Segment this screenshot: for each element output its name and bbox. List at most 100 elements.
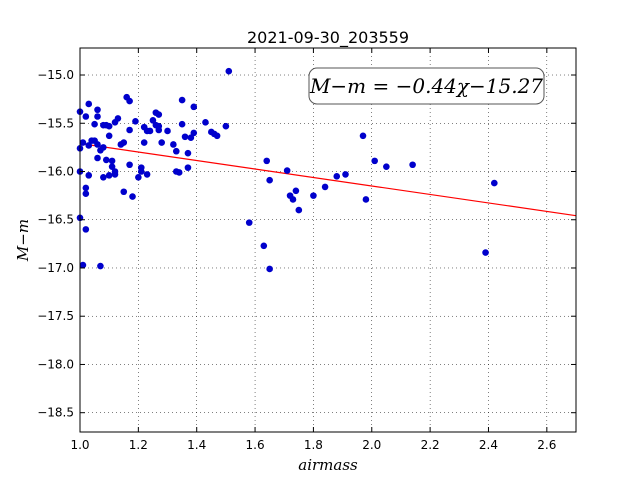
data-point [491, 179, 498, 187]
y-tick-label: −16.0 [37, 164, 74, 178]
data-point [342, 171, 349, 178]
x-tick-label: 2.2 [421, 438, 440, 452]
data-point [85, 172, 93, 179]
data-points [76, 67, 498, 273]
data-point [164, 127, 171, 135]
x-tick-label: 1.2 [129, 438, 148, 452]
data-point [263, 157, 271, 165]
data-point [170, 141, 177, 148]
data-point [295, 206, 303, 214]
data-point [266, 176, 273, 184]
data-point [105, 122, 113, 130]
data-point [105, 132, 113, 140]
data-point [371, 157, 378, 165]
data-point [94, 141, 101, 148]
data-point [132, 118, 139, 125]
data-point [158, 139, 165, 146]
data-point [175, 169, 183, 176]
data-point [79, 139, 87, 146]
data-point [126, 161, 133, 169]
data-point [146, 127, 154, 135]
data-point [225, 67, 233, 75]
data-point [79, 261, 87, 269]
annotation-text: M−m = −0.44χ−15.27 [309, 74, 543, 98]
axis-ticks: 1.0 1.2 1.4 1.6 1.8 2.0 2.2 2.4 2.6 −15.0 −15.5 −16… [37, 48, 576, 452]
x-axis-label: airmass [298, 456, 358, 474]
data-point [97, 262, 104, 270]
data-point [82, 184, 90, 192]
data-point [383, 163, 390, 170]
data-point [120, 139, 128, 146]
data-point [333, 173, 341, 180]
data-point [310, 192, 317, 199]
data-point [85, 142, 93, 149]
data-point [222, 122, 230, 130]
data-point [126, 97, 133, 105]
data-point [82, 190, 90, 197]
data-point [181, 133, 189, 141]
y-tick-label: −17.0 [37, 261, 74, 275]
data-point [149, 117, 157, 124]
data-point [213, 132, 221, 140]
data-point [321, 183, 329, 191]
data-point [184, 164, 192, 171]
data-point [184, 149, 192, 157]
data-point [94, 113, 101, 120]
data-point [100, 144, 107, 151]
data-point [94, 106, 101, 114]
data-point [292, 187, 300, 195]
data-point [172, 147, 180, 155]
data-point [143, 171, 151, 178]
grid [79, 48, 576, 432]
data-point [105, 172, 113, 179]
data-point [114, 115, 122, 122]
data-point [266, 265, 273, 273]
data-point [289, 196, 297, 203]
x-tick-label: 2.0 [362, 438, 381, 452]
data-point [190, 103, 198, 111]
plot-frame [79, 47, 577, 433]
fit-annotation: M−m = −0.44χ−15.27 [308, 67, 545, 105]
data-point [283, 167, 291, 174]
data-point [82, 113, 90, 120]
annotation-box [308, 67, 545, 105]
y-tick-label: −17.5 [37, 309, 74, 323]
data-point [108, 163, 116, 170]
data-point [202, 118, 209, 126]
data-point [409, 161, 416, 169]
fit-line [79, 142, 577, 217]
data-point [120, 188, 128, 196]
x-tick-label: 1.8 [304, 438, 323, 452]
data-point [245, 219, 253, 226]
y-tick-label: −18.0 [37, 357, 74, 371]
data-point [178, 120, 186, 128]
data-point [260, 242, 268, 250]
y-tick-label: −16.5 [37, 213, 74, 227]
data-point [100, 173, 107, 181]
data-point [155, 126, 163, 134]
x-tick-label: 2.6 [537, 438, 556, 452]
x-tick-label: 1.4 [187, 438, 206, 452]
data-point [137, 168, 145, 175]
data-point [482, 249, 489, 256]
data-point [155, 111, 163, 118]
chart-title: 2021-09-30_203559 [247, 28, 409, 48]
y-tick-label: −18.5 [37, 406, 74, 420]
fit-line-group [79, 142, 577, 217]
x-tick-label: 1.6 [246, 438, 265, 452]
data-point [94, 154, 101, 162]
y-axis-label: M−m [14, 219, 32, 262]
data-point [91, 120, 98, 128]
data-point [82, 226, 90, 233]
x-tick-label: 2.4 [479, 438, 498, 452]
data-point [85, 100, 93, 108]
y-tick-label: −15.5 [37, 116, 74, 130]
x-tick-label: 1.0 [70, 438, 89, 452]
y-tick-label: −15.0 [37, 68, 74, 82]
data-point [178, 96, 186, 104]
data-point [190, 129, 198, 137]
data-point [111, 171, 119, 178]
data-point [129, 193, 136, 200]
data-point [140, 139, 148, 146]
